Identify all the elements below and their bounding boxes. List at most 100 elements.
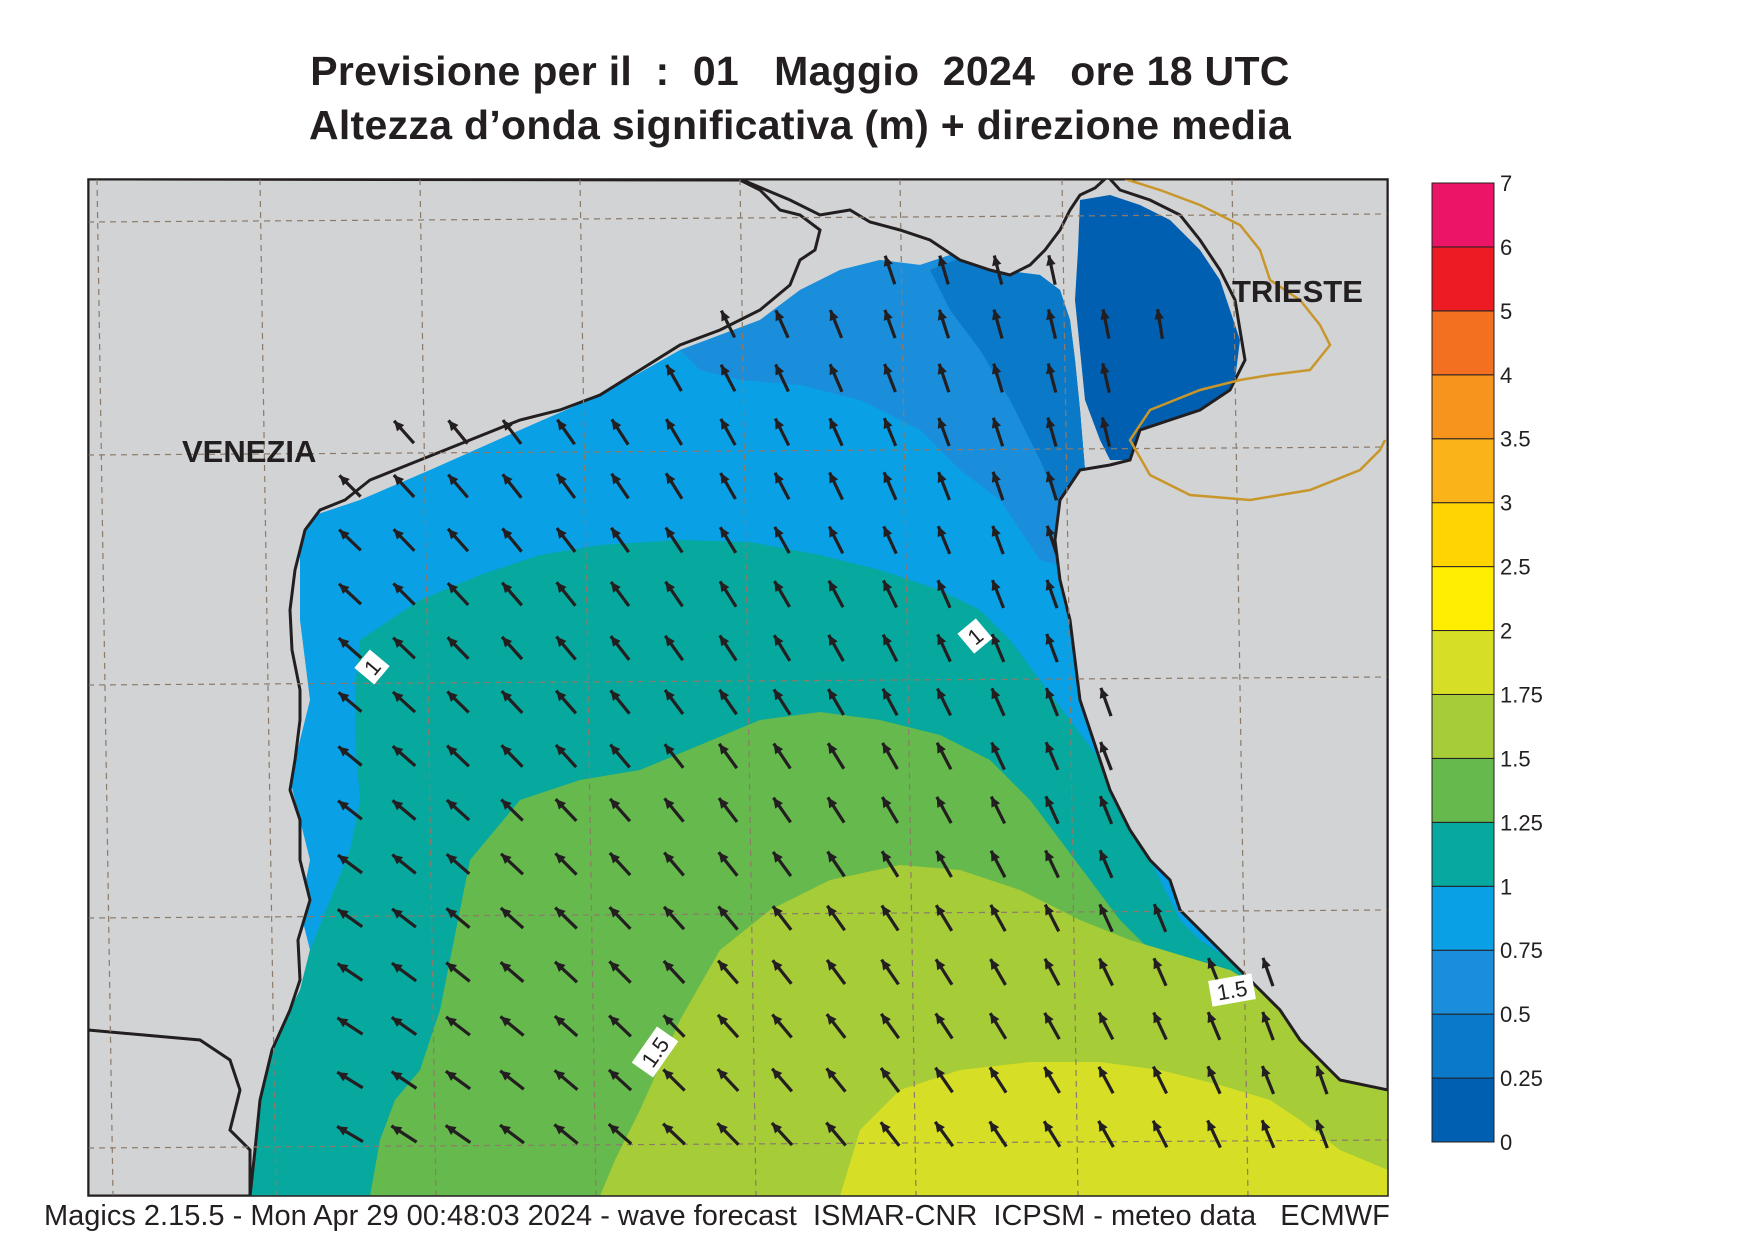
direction-arrow bbox=[391, 799, 417, 821]
direction-arrow bbox=[662, 1014, 686, 1038]
graticule-parallel bbox=[88, 676, 1388, 686]
direction-arrow bbox=[663, 797, 685, 823]
direction-arrow bbox=[773, 471, 791, 501]
colorbar-tick-label: 1.5 bbox=[1500, 746, 1531, 771]
direction-arrow bbox=[392, 419, 416, 445]
direction-arrow bbox=[1043, 1066, 1061, 1094]
direction-arrow bbox=[1154, 308, 1164, 340]
graticule-meridian bbox=[1231, 179, 1249, 1196]
direction-arrow bbox=[1315, 1065, 1329, 1095]
direction-arrow bbox=[610, 472, 630, 500]
direction-arrow bbox=[610, 418, 630, 446]
direction-arrow bbox=[662, 1068, 686, 1092]
direction-arrow bbox=[1043, 958, 1061, 986]
direction-arrow bbox=[392, 473, 416, 499]
direction-arrow bbox=[501, 473, 523, 499]
direction-arrow bbox=[883, 255, 897, 285]
direction-arrow bbox=[610, 526, 630, 554]
colorbar-bin bbox=[1431, 757, 1495, 823]
direction-arrow bbox=[881, 633, 899, 663]
direction-arrow bbox=[716, 1122, 740, 1146]
sea-band-1.75-2 bbox=[840, 1062, 1388, 1196]
colorbar-tick-label: 4 bbox=[1500, 363, 1512, 388]
direction-arrow bbox=[883, 309, 897, 339]
direction-arrow bbox=[662, 905, 686, 931]
direction-arrow bbox=[773, 526, 791, 554]
direction-arrow bbox=[1045, 579, 1059, 609]
direction-arrow bbox=[880, 958, 900, 986]
colorbar-tick-label: 1 bbox=[1500, 874, 1512, 899]
direction-arrow bbox=[553, 1014, 579, 1038]
direction-arrow bbox=[499, 1123, 525, 1145]
direction-arrow bbox=[989, 849, 1007, 879]
direction-arrow bbox=[1097, 1120, 1115, 1148]
direction-arrow bbox=[608, 1014, 632, 1038]
direction-arrow bbox=[1046, 255, 1057, 285]
direction-arrow bbox=[499, 1069, 525, 1091]
direction-arrow bbox=[992, 309, 1004, 339]
direction-arrow bbox=[336, 1070, 364, 1090]
direction-arrow bbox=[771, 850, 793, 878]
direction-arrow bbox=[1152, 957, 1168, 987]
direction-arrow bbox=[1099, 741, 1113, 771]
direction-arrow bbox=[770, 1121, 794, 1147]
direction-arrow bbox=[935, 741, 953, 771]
graticule bbox=[88, 179, 1388, 1196]
direction-arrow bbox=[446, 581, 470, 607]
direction-arrow bbox=[554, 798, 578, 822]
direction-arrow bbox=[934, 958, 954, 986]
label-trieste: TRIESTE bbox=[1232, 274, 1363, 309]
colorbar-tick-label: 1.25 bbox=[1500, 810, 1543, 835]
direction-arrow bbox=[717, 851, 739, 877]
direction-arrow bbox=[663, 851, 685, 877]
colorbar-tick-label: 7 bbox=[1500, 171, 1512, 196]
graticule-meridian bbox=[739, 179, 757, 1196]
colorbar-bin bbox=[1431, 885, 1495, 951]
state-border bbox=[1124, 179, 1387, 502]
direction-arrow bbox=[719, 363, 737, 393]
direction-arrow bbox=[716, 1013, 740, 1039]
direction-arrow bbox=[553, 1069, 579, 1091]
direction-arrow bbox=[826, 742, 846, 770]
graticule-meridian bbox=[899, 179, 917, 1196]
colorbar-tick-label: 0 bbox=[1500, 1130, 1512, 1155]
direction-arrow bbox=[608, 797, 632, 823]
graticule-parallel bbox=[88, 446, 1388, 456]
graticule-meridian bbox=[579, 179, 597, 1196]
direction-arrow bbox=[881, 742, 899, 770]
direction-arrow bbox=[1044, 849, 1060, 879]
direction-arrow bbox=[336, 1016, 364, 1036]
direction-arrow bbox=[825, 1121, 847, 1147]
direction-arrow bbox=[445, 852, 471, 876]
direction-arrow bbox=[663, 634, 685, 662]
direction-arrow bbox=[662, 959, 686, 985]
direction-arrow bbox=[828, 471, 844, 501]
graticule-meridian bbox=[419, 179, 437, 1196]
direction-arrow bbox=[663, 689, 685, 715]
direction-arrow bbox=[772, 742, 792, 770]
direction-arrow bbox=[608, 960, 632, 984]
direction-arrow bbox=[825, 1013, 847, 1039]
colorbar-bin bbox=[1431, 502, 1495, 568]
direction-arrow bbox=[607, 1122, 633, 1146]
direction-arrow bbox=[392, 528, 416, 552]
svg-text:1.5: 1.5 bbox=[1215, 976, 1249, 1006]
direction-arrow bbox=[772, 634, 792, 662]
direction-arrow bbox=[1151, 1119, 1169, 1149]
direction-arrow bbox=[934, 1066, 954, 1094]
direction-arrow bbox=[828, 309, 844, 339]
colorbar-tick-label: 1.75 bbox=[1500, 682, 1543, 707]
direction-arrow bbox=[337, 636, 363, 660]
colorbar-tick-label: 6 bbox=[1500, 235, 1512, 260]
colorbar-bin bbox=[1431, 374, 1495, 440]
direction-arrow bbox=[937, 471, 951, 501]
direction-arrow bbox=[1046, 417, 1058, 447]
colorbar-legend: 0 0.25 0.5 0.75 1 1.25 1.5 1.75 2 2.5 3 3.5 4 5 6 7 bbox=[1431, 171, 1543, 1155]
direction-arrow bbox=[1098, 795, 1114, 825]
direction-arrow bbox=[337, 745, 363, 767]
direction-arrow bbox=[773, 580, 791, 608]
direction-arrow bbox=[991, 417, 1005, 447]
direction-arrow bbox=[555, 472, 577, 500]
direction-arrow bbox=[774, 363, 790, 393]
colorbar-bin bbox=[1431, 1077, 1495, 1143]
